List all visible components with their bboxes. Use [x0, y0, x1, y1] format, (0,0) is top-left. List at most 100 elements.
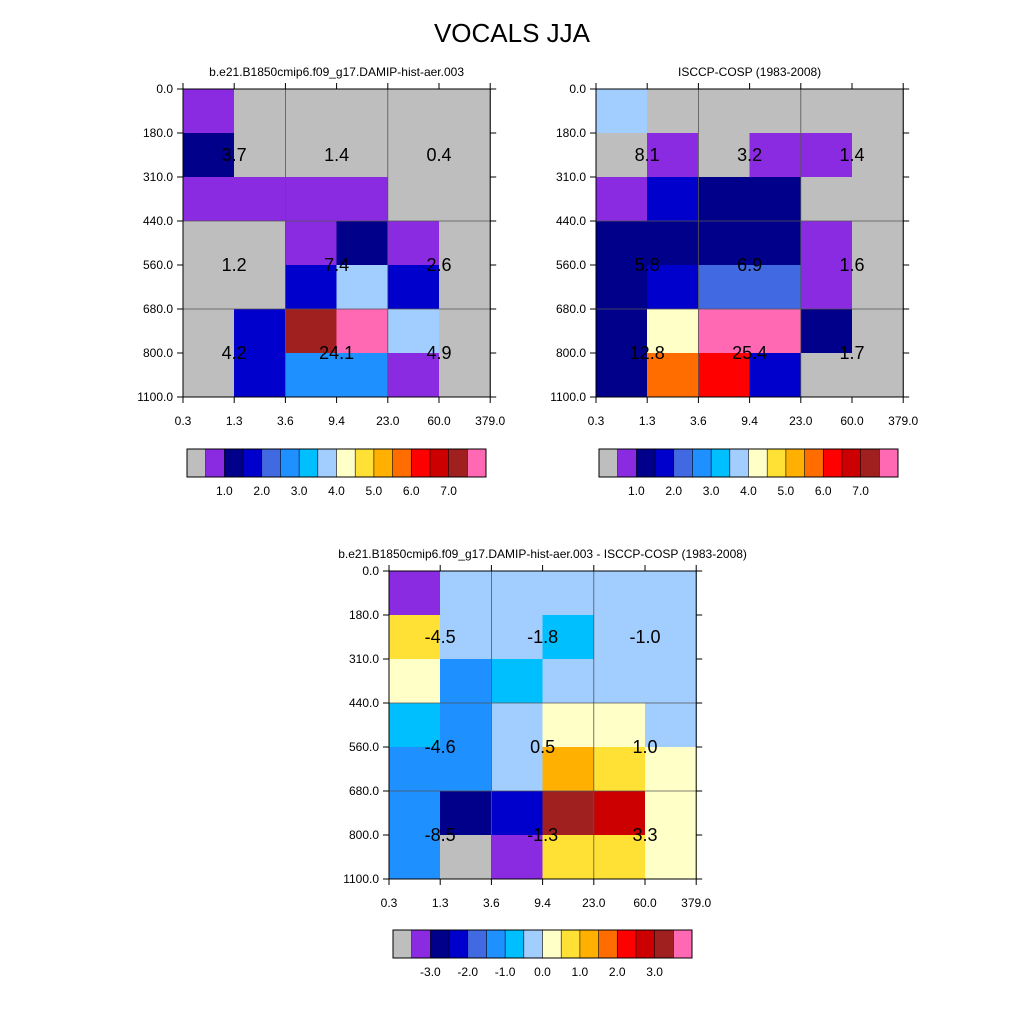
colorbar-swatch: [317, 449, 337, 477]
heatmap-cell: [336, 221, 389, 266]
x-tick-label: 9.4: [741, 414, 758, 428]
heatmap-cell: [596, 133, 648, 178]
colorbar-swatch: [523, 930, 543, 958]
y-tick-label: 680.0: [349, 784, 379, 798]
colorbar-label: 2.0: [609, 965, 626, 979]
heatmap-cell: [593, 571, 646, 616]
heatmap-cell: [336, 265, 389, 310]
heatmap-cell: [387, 265, 440, 310]
heatmap-cell: [336, 133, 389, 178]
colorbar-swatch: [449, 930, 469, 958]
x-tick-label: 379.0: [475, 414, 505, 428]
heatmap-cell: [387, 221, 440, 266]
heatmap-cell: [698, 353, 751, 398]
colorbar-frame: [392, 929, 693, 959]
heatmap-cell: [234, 221, 286, 266]
colorbar-label: 3.0: [291, 484, 308, 498]
heatmap-cell: [749, 177, 802, 222]
data-label: 2.6: [426, 255, 451, 275]
heatmap-cell: [491, 659, 544, 704]
data-label: 1.6: [839, 255, 864, 275]
data-label: 1.0: [632, 737, 657, 757]
heatmap-cell: [336, 309, 389, 354]
figure-title: VOCALS JJA: [433, 18, 591, 48]
heatmap-cell: [749, 221, 802, 266]
heatmap-cell: [440, 703, 492, 748]
heatmap-cell: [645, 835, 697, 880]
heatmap-cell: [440, 659, 492, 704]
heatmap-cell: [800, 89, 853, 134]
heatmap-cell: [389, 571, 441, 616]
y-tick-label: 0.0: [156, 82, 173, 96]
colorbar-swatch: [617, 930, 637, 958]
heatmap-cell: [593, 703, 646, 748]
heatmap-cell: [234, 133, 286, 178]
heatmap-cell: [749, 89, 802, 134]
heatmap-cell: [852, 221, 904, 266]
data-label: -8.5: [425, 825, 456, 845]
y-tick-label: 1100.0: [343, 872, 379, 886]
heatmap-cell: [439, 353, 491, 398]
y-tick-label: 800.0: [143, 346, 173, 360]
data-label: 1.7: [839, 343, 864, 363]
heatmap-cell: [698, 177, 751, 222]
data-label: -1.3: [527, 825, 558, 845]
x-tick-label: 23.0: [582, 896, 606, 910]
data-label: 1.4: [324, 145, 349, 165]
heatmap-cell: [336, 177, 389, 222]
x-tick-label: 0.3: [381, 896, 398, 910]
heatmap-cell: [596, 177, 648, 222]
colorbar-swatch: [599, 449, 619, 477]
heatmap-cell: [647, 133, 699, 178]
y-tick-label: 440.0: [143, 214, 173, 228]
heatmap-cell: [596, 221, 648, 266]
colorbar-swatch: [505, 930, 525, 958]
heatmap-cell: [234, 265, 286, 310]
colorbar-swatch: [692, 449, 712, 477]
colorbar-swatch: [767, 449, 787, 477]
heatmap-cell: [542, 703, 595, 748]
y-tick-label: 180.0: [349, 608, 379, 622]
colorbar-swatch: [187, 449, 207, 477]
x-tick-label: 60.0: [427, 414, 451, 428]
data-label: 5.8: [635, 255, 660, 275]
colorbar-label: -2.0: [457, 965, 478, 979]
x-tick-label: 379.0: [681, 896, 711, 910]
heatmap-cell: [852, 89, 904, 134]
x-tick-label: 1.3: [226, 414, 243, 428]
x-tick-label: 9.4: [534, 896, 551, 910]
colorbar-label: 2.0: [665, 484, 682, 498]
heatmap-cell: [645, 791, 697, 836]
heatmap-cell: [542, 571, 595, 616]
x-tick-label: 0.3: [175, 414, 192, 428]
data-label: 6.9: [737, 255, 762, 275]
heatmap-cell: [852, 309, 904, 354]
heatmap-cell: [647, 309, 699, 354]
colorbar-swatch: [748, 449, 768, 477]
heatmap-cell: [234, 309, 286, 354]
data-label: -4.5: [425, 627, 456, 647]
colorbar-label: 5.0: [366, 484, 383, 498]
heatmap-cell: [698, 89, 751, 134]
heatmap-cell: [542, 659, 595, 704]
colorbar-swatch: [673, 930, 693, 958]
colorbar-swatch: [205, 449, 225, 477]
heatmap-cell: [698, 309, 751, 354]
colorbar-frame: [186, 448, 487, 478]
heatmap-cell: [542, 835, 595, 880]
y-tick-label: 1100.0: [137, 390, 173, 404]
heatmap-cell: [749, 133, 802, 178]
colorbar-swatch: [598, 930, 618, 958]
heatmap-cell: [596, 309, 648, 354]
y-tick-label: 310.0: [556, 170, 586, 184]
heatmap-cell: [387, 133, 440, 178]
x-tick-label: 60.0: [840, 414, 864, 428]
x-tick-label: 3.6: [690, 414, 707, 428]
heatmap-cell: [749, 353, 802, 398]
y-tick-label: 0.0: [569, 82, 586, 96]
colorbar-swatch: [542, 930, 562, 958]
colorbar-swatch: [411, 930, 431, 958]
colorbar-swatch: [860, 449, 880, 477]
colorbar-swatch: [879, 449, 899, 477]
